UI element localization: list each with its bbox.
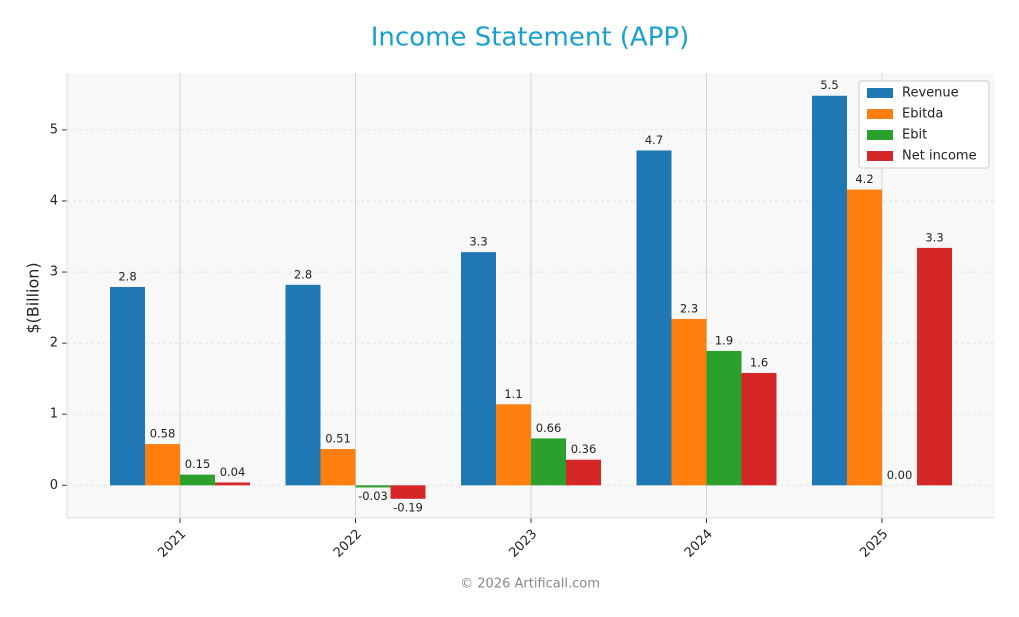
legend-label: Revenue — [902, 86, 959, 101]
value-label: 0.66 — [536, 421, 562, 435]
value-label: 5.5 — [820, 78, 838, 92]
y-tick-label: 2 — [50, 336, 58, 351]
bar — [706, 350, 742, 486]
x-tick-label: 2023 — [506, 527, 540, 561]
value-label: 0.58 — [150, 427, 176, 441]
bar — [741, 372, 777, 486]
legend-label: Ebit — [902, 128, 927, 143]
bar — [215, 482, 250, 486]
bar — [285, 284, 321, 486]
legend-swatch — [867, 88, 893, 98]
bar — [320, 449, 356, 486]
value-label: 0.04 — [220, 465, 246, 479]
bar — [110, 286, 145, 486]
value-label: 1.6 — [750, 355, 768, 369]
legend-box — [858, 80, 990, 169]
bar — [390, 485, 426, 499]
legend-swatch — [867, 109, 893, 119]
bar — [847, 189, 882, 486]
x-tick-label: 2022 — [331, 527, 365, 561]
legend-label: Net income — [902, 149, 977, 164]
bar — [355, 485, 391, 488]
value-label: 2.8 — [294, 267, 312, 281]
bar — [636, 150, 672, 486]
value-label: 1.1 — [504, 387, 522, 401]
value-label: 1.9 — [715, 333, 733, 347]
value-label: -0.03 — [358, 489, 388, 503]
value-label: 3.3 — [469, 235, 487, 249]
y-tick-label: 5 — [50, 122, 58, 137]
y-tick-label: 0 — [50, 478, 58, 493]
bar — [531, 438, 566, 486]
bar — [461, 252, 496, 486]
bar — [812, 95, 847, 486]
bar — [145, 444, 180, 486]
value-label: 3.3 — [925, 230, 943, 244]
y-tick-label: 4 — [50, 193, 58, 208]
footer: © 2026 Artificall.com — [460, 577, 600, 592]
y-tick-label: 3 — [50, 265, 58, 280]
x-tick-label: 2024 — [682, 527, 716, 561]
bar — [180, 474, 215, 486]
bar — [671, 318, 707, 486]
bar — [917, 247, 952, 486]
value-label: -0.19 — [393, 500, 423, 514]
bar — [496, 404, 531, 486]
chart-title: Income Statement (APP) — [371, 23, 689, 53]
value-label: 0.36 — [571, 442, 597, 456]
legend-swatch — [867, 130, 893, 140]
legend-label: Ebitda — [902, 107, 943, 122]
x-tick-label: 2025 — [857, 527, 891, 561]
value-label: 0.00 — [887, 468, 913, 482]
value-label: 0.51 — [325, 432, 351, 446]
legend-swatch — [867, 151, 893, 161]
value-label: 2.8 — [118, 269, 136, 283]
value-label: 4.7 — [645, 133, 663, 147]
value-label: 4.2 — [855, 172, 873, 186]
y-tick-label: 1 — [50, 407, 58, 422]
value-label: 2.3 — [680, 301, 698, 315]
value-label: 0.15 — [185, 457, 211, 471]
y-axis-label: $(Billion) — [24, 262, 43, 333]
bar — [566, 459, 601, 486]
x-tick-label: 2021 — [155, 527, 189, 561]
